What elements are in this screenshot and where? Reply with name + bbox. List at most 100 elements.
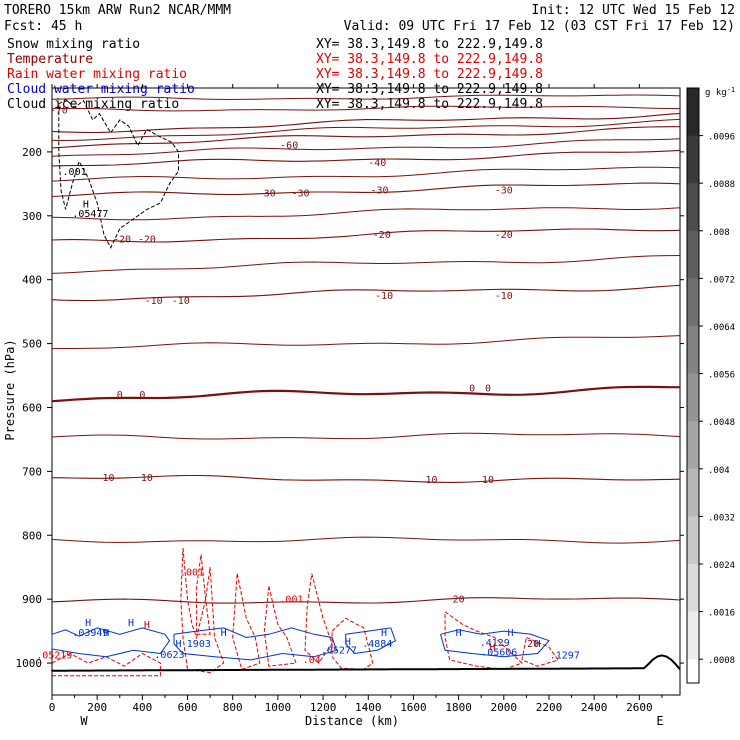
rain-label: .05219 — [36, 651, 72, 662]
header-valid-line: Valid: 09 UTC Fri 17 Feb 12 (03 CST Fri … — [344, 19, 735, 34]
snow-contours — [58, 98, 179, 249]
x-tick-label: 200 — [87, 701, 107, 714]
rain-label: H — [144, 620, 150, 631]
colorbar-label: .0048 — [708, 418, 735, 428]
colorbar-label: .0088 — [708, 180, 735, 190]
temperature-contour — [51, 284, 681, 302]
rain-contours — [51, 547, 559, 677]
colorbar-swatch — [687, 421, 699, 470]
temperature-contour — [51, 166, 681, 182]
x-tick-label: 600 — [178, 701, 198, 714]
temperature-label: -10 — [145, 296, 163, 307]
colorbar-swatch — [687, 373, 699, 422]
contour-labels: -70-60-40-30 -30 -30 -30-20 -20 -20 -20-10 -10-… — [36, 106, 580, 666]
temperature-contour — [51, 432, 681, 440]
cloud-water-label: H — [508, 628, 514, 639]
rain-label: .04 — [303, 655, 321, 666]
temperature-label: -60 — [280, 141, 298, 152]
temperature-contour — [51, 207, 681, 221]
snow-contour — [58, 98, 179, 249]
cloud-water-label: H — [456, 628, 462, 639]
cloud-water-label: .0623 — [154, 650, 184, 661]
temperature-label: -30 — [291, 189, 309, 200]
cloud-water-label: H — [345, 637, 351, 648]
cloud-water-contour — [173, 627, 338, 661]
temperature-label: 0 — [117, 390, 123, 401]
cloud-water-label: .1297 — [550, 651, 580, 662]
rain-label: .001 — [180, 568, 204, 579]
y-tick-label: 800 — [22, 529, 42, 542]
colorbar-swatch — [687, 468, 699, 517]
field-xy: XY= 38.3,149.8 to 222.9,149.8 — [316, 82, 543, 97]
x-tick-label: 400 — [132, 701, 152, 714]
y-tick-label: 200 — [22, 146, 42, 159]
y-tick-label: 1000 — [16, 657, 43, 670]
field-name: Temperature — [7, 52, 93, 67]
cloud-water-label: 1903 — [187, 639, 211, 650]
temperature-label: -10 — [375, 291, 393, 302]
colorbar-label: .0008 — [708, 656, 735, 666]
temperature-contour — [51, 118, 681, 142]
header: TORERO 15km ARW Run2 NCAR/MMM Fcst: 45 h… — [4, 3, 735, 34]
x-tick-label: 1400 — [355, 701, 382, 714]
temperature-contour — [51, 126, 680, 149]
colorbar-swatch — [687, 135, 699, 184]
field-legend: Snow mixing ratio XY= 38.3,149.8 to 222.… — [7, 37, 543, 112]
temperature-contour — [51, 138, 681, 157]
temperature-label: 20 — [527, 639, 539, 650]
terrain-line — [51, 654, 681, 672]
cloud-water-label: .05606 — [481, 647, 517, 658]
axes: 0 200 400 600 800 1000 1200 1400 1600 1800 2000 220… — [16, 84, 684, 714]
cloud-water-contours — [51, 627, 550, 661]
temperature-label: 10 — [425, 475, 437, 486]
x-tick-label: 2400 — [581, 701, 608, 714]
colorbar-label: .004 — [708, 466, 730, 476]
colorbar: g kg-1 .0096 .0088 .008 .0072 .0064 .0056 .004… — [686, 86, 735, 708]
colorbar-swatch — [687, 564, 699, 613]
y-axis-label: Pressure (hPa) — [3, 339, 17, 440]
temperature-contour — [51, 112, 681, 134]
x-tick-label: 1800 — [445, 701, 472, 714]
temperature-contour — [51, 105, 681, 112]
rain-contour — [232, 573, 261, 671]
temperature-label: -10 — [172, 296, 190, 307]
field-xy: XY= 38.3,149.8 to 222.9,149.8 — [316, 67, 543, 82]
temperature-label: -20 — [495, 230, 513, 241]
x-tick-label: 0 — [49, 701, 56, 714]
x-tick-label: 1000 — [265, 701, 292, 714]
field-name: Snow mixing ratio — [7, 37, 140, 52]
cloud-water-label: H — [381, 628, 387, 639]
x-tick-label: 2000 — [491, 701, 518, 714]
temperature-contours — [51, 94, 681, 604]
cloud-water-contour — [345, 627, 397, 655]
cloud-water-label: H — [175, 639, 181, 650]
cloud-water-contour — [51, 627, 171, 658]
cloud-water-label: H — [128, 618, 134, 629]
temperature-contour — [51, 597, 681, 604]
temperature-label: 0 — [469, 384, 475, 395]
cloud-water-label: .4129 — [480, 638, 510, 649]
y-tick-label: 400 — [22, 274, 42, 287]
field-name: Cloud ice mixing ratio — [7, 97, 179, 112]
temperature-contour — [51, 149, 681, 167]
colorbar-unit: g kg-1 — [705, 86, 735, 98]
cloud-water-label: H — [221, 628, 227, 639]
temperature-label: 10 — [102, 473, 114, 484]
temperature-label: -30 — [371, 185, 389, 196]
temperature-label: 10 — [482, 475, 494, 486]
cloud-water-label: H — [85, 618, 91, 629]
temperature-contour — [51, 228, 681, 243]
header-init-line: Init: 12 UTC Wed 15 Feb 12 — [532, 3, 736, 18]
temperature-label: -20 — [373, 230, 391, 241]
snow-label: .05477 — [72, 209, 108, 220]
colorbar-label: .0016 — [708, 609, 735, 619]
temperature-label: 0 — [485, 384, 491, 395]
rain-contour — [196, 554, 211, 635]
snow-label: .001 — [63, 167, 87, 178]
y-tick-label: 500 — [22, 338, 42, 351]
colorbar-label: .0072 — [708, 275, 735, 285]
temperature-label: -20 — [138, 235, 156, 246]
x-tick-label: 2600 — [626, 701, 653, 714]
cloud-water-contour — [440, 629, 550, 658]
colorbar-label: .008 — [708, 228, 730, 238]
